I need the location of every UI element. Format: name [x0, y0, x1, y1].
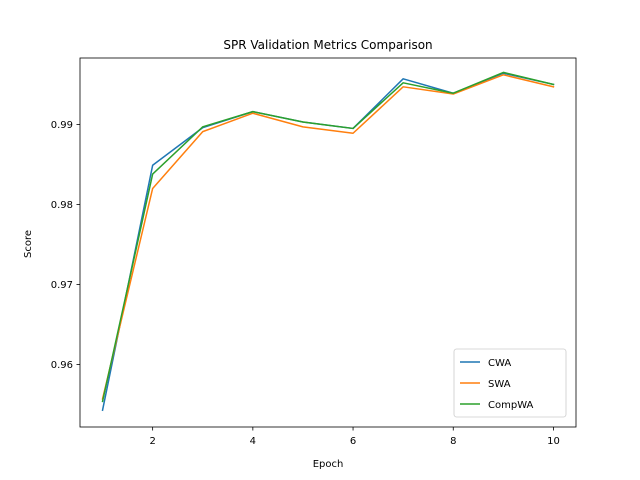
- x-tick-label: 6: [350, 436, 356, 447]
- x-tick-label: 2: [149, 436, 155, 447]
- series-line-swa: [101, 74, 555, 400]
- y-tick-label: 0.96: [51, 360, 73, 371]
- legend-label-cwa: CWA: [488, 358, 511, 369]
- axes: 2 4 6 8 10 0.96 0.97 0.98 0.99: [51, 57, 577, 447]
- axes-frame: [79, 57, 577, 428]
- y-tick-label: 0.99: [51, 120, 73, 131]
- series-lines: [101, 71, 555, 412]
- legend: CWA SWA CompWA: [453, 348, 567, 418]
- chart-title: SPR Validation Metrics Comparison: [223, 38, 432, 52]
- y-tick-label: 0.98: [51, 200, 73, 211]
- legend-label-swa: SWA: [488, 379, 511, 390]
- x-tick-label: 8: [450, 436, 456, 447]
- x-tick-label: 10: [547, 436, 560, 447]
- legend-label-compwa: CompWA: [488, 400, 534, 411]
- y-axis-label: Score: [23, 230, 34, 258]
- y-tick-label: 0.97: [51, 280, 73, 291]
- x-axis-label: Epoch: [313, 459, 344, 470]
- x-tick-label: 4: [250, 436, 256, 447]
- series-line-compwa: [101, 71, 555, 403]
- legend-box: [453, 348, 567, 418]
